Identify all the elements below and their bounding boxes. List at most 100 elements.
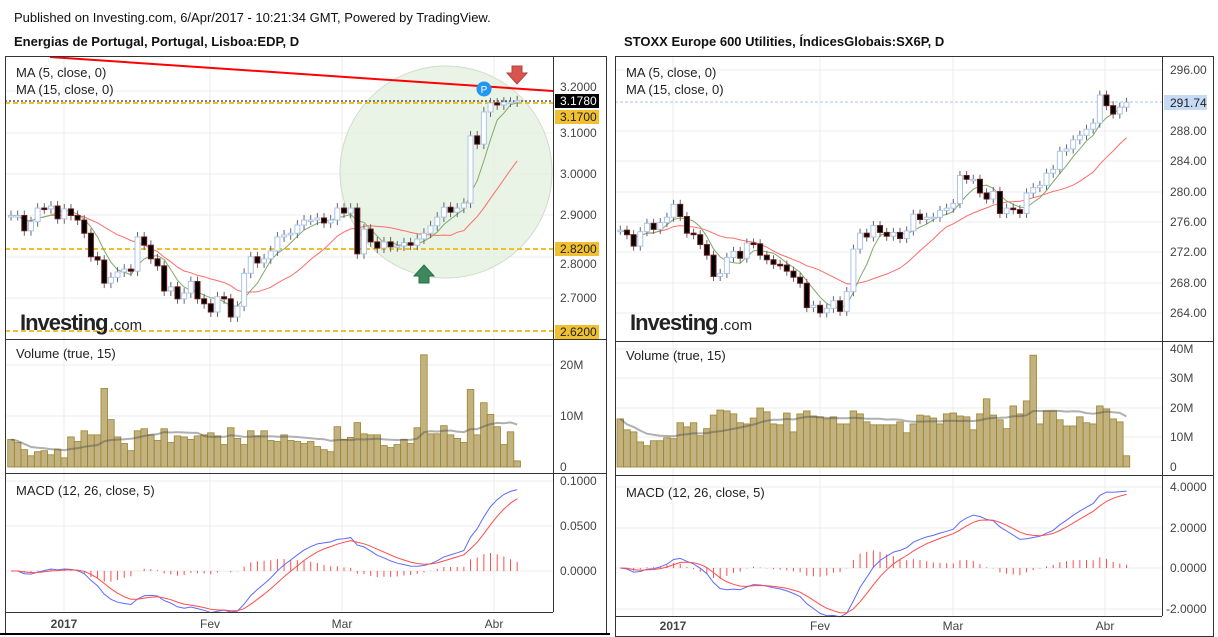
volume-bar xyxy=(147,434,155,468)
volume-bar xyxy=(253,435,262,468)
volume-bar xyxy=(789,431,798,468)
candle-body-up xyxy=(247,256,254,274)
candle xyxy=(354,203,361,259)
candle-body-down xyxy=(1103,94,1110,107)
candle-body-up xyxy=(1096,94,1103,124)
left-macd-series xyxy=(11,489,518,614)
candle xyxy=(863,228,870,242)
candle xyxy=(790,266,797,282)
right-price-axis[interactable]: 296.00 288.00 284.00 280.00 276.00 272.0… xyxy=(1164,63,1207,320)
candle-body-up xyxy=(167,286,174,292)
volume-tick: 0 xyxy=(560,460,567,474)
left-macd-axis[interactable]: 0.1000 0.0500 0.0000 xyxy=(560,474,597,578)
candle-body-up xyxy=(281,234,288,238)
volume-bar xyxy=(180,436,188,468)
candle-body-up xyxy=(394,245,401,249)
ma5-label[interactable]: MA (5, close, 0) xyxy=(626,65,716,80)
candle xyxy=(447,202,454,218)
volume-bar xyxy=(460,442,468,468)
candle-body-down xyxy=(757,243,764,256)
volume-bar xyxy=(167,442,175,468)
volume-bar xyxy=(7,439,15,468)
right-time-axis[interactable]: 2017 Fev Mar Abr xyxy=(660,619,1115,633)
candle-body-down xyxy=(1016,209,1023,214)
candle xyxy=(843,287,850,316)
volume-bar xyxy=(1082,422,1091,468)
candle xyxy=(690,228,697,240)
candle-body-down xyxy=(710,254,717,277)
left-price-axis[interactable]: 3.2000 3.1000 3.0000 2.9000 2.8000 2.700… xyxy=(555,80,599,339)
pin-marker[interactable]: P xyxy=(476,81,492,97)
volume-bar xyxy=(300,443,308,468)
candle-body-down xyxy=(227,298,234,318)
candle-body-down xyxy=(101,259,108,284)
candle xyxy=(837,296,844,316)
volume-bar xyxy=(716,409,724,468)
price-tick: 2.9000 xyxy=(560,208,597,222)
trend-line[interactable] xyxy=(49,56,554,92)
volume-bar xyxy=(506,431,515,468)
candle xyxy=(737,246,744,263)
left-volume-axis[interactable]: 20M 10M 0 xyxy=(560,358,583,474)
candle xyxy=(1056,146,1063,174)
candle-body-up xyxy=(134,236,141,272)
right-volume-axis[interactable]: 40M 30M 20M 10M 0 xyxy=(1170,342,1193,474)
arrow-down-icon[interactable] xyxy=(505,65,529,85)
candle-body-up xyxy=(241,272,248,307)
candle-body-up xyxy=(427,225,434,234)
candle xyxy=(127,264,134,277)
candle-body-down xyxy=(650,222,657,230)
volume-bar xyxy=(200,434,208,468)
ma15-label[interactable]: MA (15, close, 0) xyxy=(626,82,724,97)
candle xyxy=(996,186,1003,219)
price-tick: 280.00 xyxy=(1170,185,1207,199)
candle-body-down xyxy=(777,263,784,267)
date-label: Mar xyxy=(943,619,964,633)
candle xyxy=(167,281,174,296)
volume-bar xyxy=(836,423,844,468)
candle xyxy=(823,303,830,318)
candle-body-up xyxy=(1063,148,1070,152)
left-time-axis[interactable]: 2017 Fev Mar Abr xyxy=(51,617,504,631)
candle xyxy=(877,221,884,237)
left-chart[interactable]: P Investing .com MA (5, close, 0) MA (15… xyxy=(0,56,610,635)
candle-body-up xyxy=(8,215,14,218)
candle-body-up xyxy=(414,238,421,246)
candle-body-up xyxy=(1070,139,1077,150)
candle xyxy=(467,130,474,209)
volume-bar xyxy=(420,354,428,468)
ma5-label[interactable]: MA (5, close, 0) xyxy=(16,65,106,80)
right-macd-axis[interactable]: 4.0000 2.0000 0.0000 -2.0000 xyxy=(1166,480,1207,616)
volume-bar xyxy=(876,424,884,468)
investing-logo: Investing xyxy=(630,310,718,335)
candle xyxy=(221,291,228,304)
candle xyxy=(623,225,630,240)
volume-bar xyxy=(333,426,342,468)
volume-bar xyxy=(709,414,718,468)
candle xyxy=(683,211,690,238)
candle-body-up xyxy=(1083,128,1090,136)
candle xyxy=(161,260,168,296)
volume-bar xyxy=(616,418,624,468)
macd-label[interactable]: MACD (12, 26, close, 5) xyxy=(16,483,155,498)
macd-label[interactable]: MACD (12, 26, close, 5) xyxy=(626,485,765,500)
macd-tick: 4.0000 xyxy=(1170,480,1207,494)
volume-bar xyxy=(922,415,931,468)
volume-bar xyxy=(33,451,42,468)
highlight-circle[interactable] xyxy=(339,65,553,279)
volume-label[interactable]: Volume (true, 15) xyxy=(16,346,116,361)
candle-body-up xyxy=(307,219,314,223)
candle xyxy=(181,288,188,304)
candle-body-down xyxy=(494,102,501,106)
volume-bar xyxy=(193,435,202,468)
volume-bar xyxy=(976,413,984,468)
candle xyxy=(830,296,837,313)
investing-logo: Investing xyxy=(20,310,108,335)
volume-bar xyxy=(287,440,295,468)
ma15-label[interactable]: MA (15, close, 0) xyxy=(16,82,114,97)
right-chart[interactable]: Investing .com MA (5, close, 0) MA (15, … xyxy=(615,56,1214,637)
volume-label[interactable]: Volume (true, 15) xyxy=(626,348,726,363)
arrow-up-icon[interactable] xyxy=(412,264,436,284)
candle xyxy=(903,226,910,244)
candle-body-down xyxy=(74,215,81,221)
